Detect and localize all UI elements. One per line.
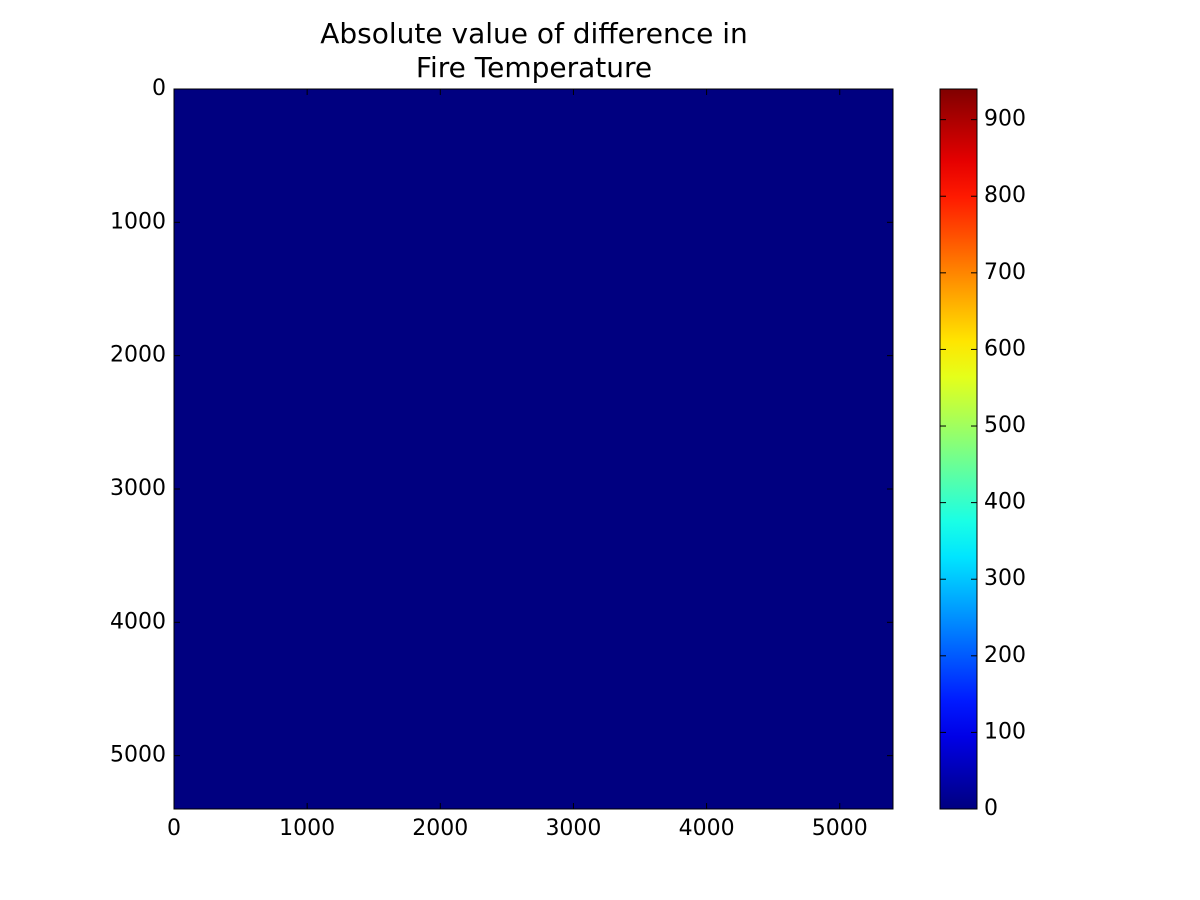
heatmap-cell (174, 89, 893, 809)
y-tick-label: 3000 (110, 476, 166, 501)
colorbar-tick-label: 300 (984, 566, 1026, 591)
y-tick-label: 4000 (110, 609, 166, 634)
x-tick-label: 4000 (679, 816, 735, 841)
chart-title: Fire Temperature (416, 51, 652, 84)
colorbar-tick-label: 700 (984, 260, 1026, 285)
colorbar-tick-label: 200 (984, 643, 1026, 668)
y-tick-label: 1000 (110, 209, 166, 234)
plot-frame (173, 88, 894, 810)
colorbar-tick-label: 0 (984, 796, 998, 821)
x-tick-label: 5000 (812, 816, 868, 841)
y-tick-label: 0 (152, 76, 166, 101)
x-tick-label: 1000 (279, 816, 335, 841)
colorbar-tick-label: 600 (984, 336, 1026, 361)
y-tick-label: 5000 (110, 743, 166, 768)
colorbar-tick-label: 400 (984, 490, 1026, 515)
colorbar-tick-label: 100 (984, 719, 1026, 744)
x-tick-label: 3000 (545, 816, 601, 841)
colorbar-tick-label: 900 (984, 107, 1026, 132)
colorbar (939, 88, 978, 810)
colorbar-tick-label: 800 (984, 183, 1026, 208)
x-tick-label: 0 (167, 816, 181, 841)
chart-title: Absolute value of difference in (320, 17, 748, 50)
colorbar-tick-label: 500 (984, 413, 1026, 438)
y-tick-label: 2000 (110, 343, 166, 368)
x-tick-label: 2000 (412, 816, 468, 841)
